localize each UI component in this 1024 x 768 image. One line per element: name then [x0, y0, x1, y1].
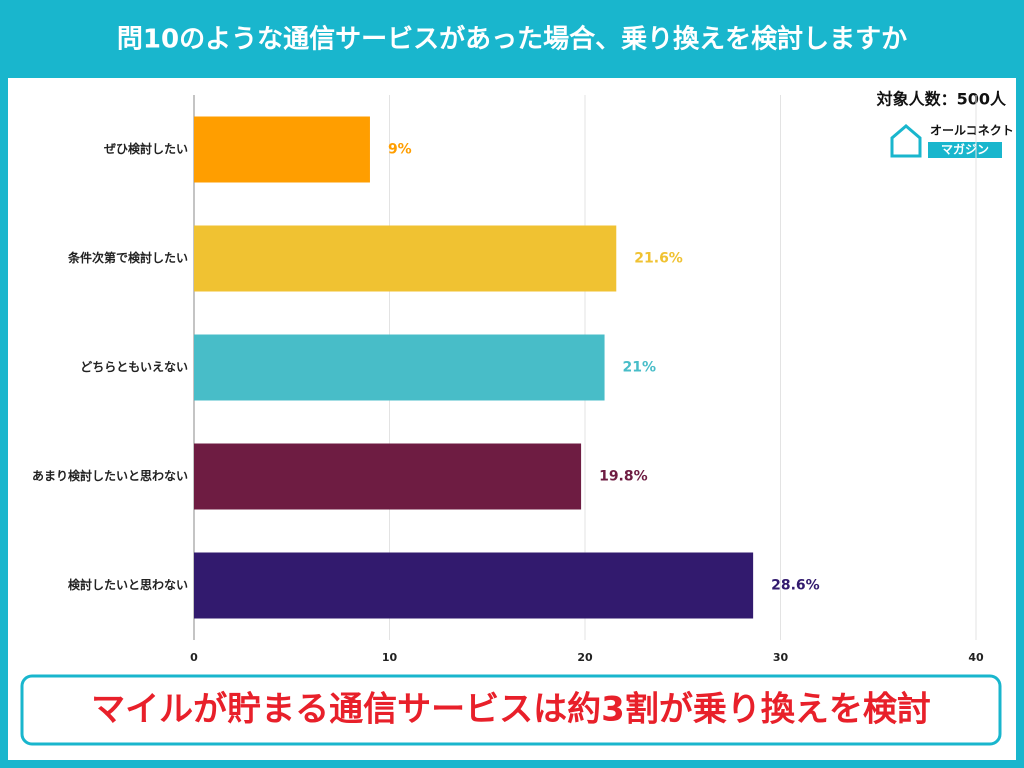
plot: 0 10 20 30 40 ぜひ検討したい 9% 条件次第で検討したい 21.6% どちらともいえ…	[32, 95, 984, 664]
category-label: ぜひ検討したい	[104, 141, 188, 156]
bar	[194, 225, 617, 292]
category-label: 条件次第で検討したい	[67, 250, 188, 265]
x-tick-label: 30	[773, 651, 789, 664]
logo-sub: マガジン	[941, 142, 989, 157]
x-tick-label: 10	[382, 651, 398, 664]
category-label: どちらともいえない	[80, 360, 188, 374]
logo-name: オールコネクト	[930, 124, 1014, 138]
panel	[8, 78, 1016, 760]
banner-box	[20, 674, 1002, 746]
x-tick-label: 40	[968, 651, 984, 664]
logo: オールコネクト マガジン	[890, 124, 1014, 158]
bar	[194, 334, 605, 401]
sample-note: 対象人数：500人	[876, 90, 1007, 109]
value-label: 19.8%	[599, 469, 648, 485]
bar	[194, 116, 370, 183]
chart-title: 問10のような通信サービスがあった場合、乗り換えを検討しますか	[117, 24, 907, 55]
value-label: 28.6%	[771, 578, 820, 594]
x-tick-label: 0	[190, 651, 198, 664]
x-tick-label: 20	[577, 651, 593, 664]
category-label: あまり検討したいと思わない	[32, 468, 188, 483]
logo-badge	[928, 142, 1002, 158]
logo-icon	[890, 124, 922, 158]
bar	[194, 443, 582, 510]
value-label: 21.6%	[634, 251, 683, 267]
category-label: 検討したいと思わない	[68, 577, 188, 592]
value-label: 21%	[623, 360, 657, 376]
banner-text: マイルが貯まる通信サービスは約3割が乗り換えを検討	[91, 690, 931, 730]
bar	[194, 552, 754, 619]
value-label: 9%	[388, 142, 412, 158]
